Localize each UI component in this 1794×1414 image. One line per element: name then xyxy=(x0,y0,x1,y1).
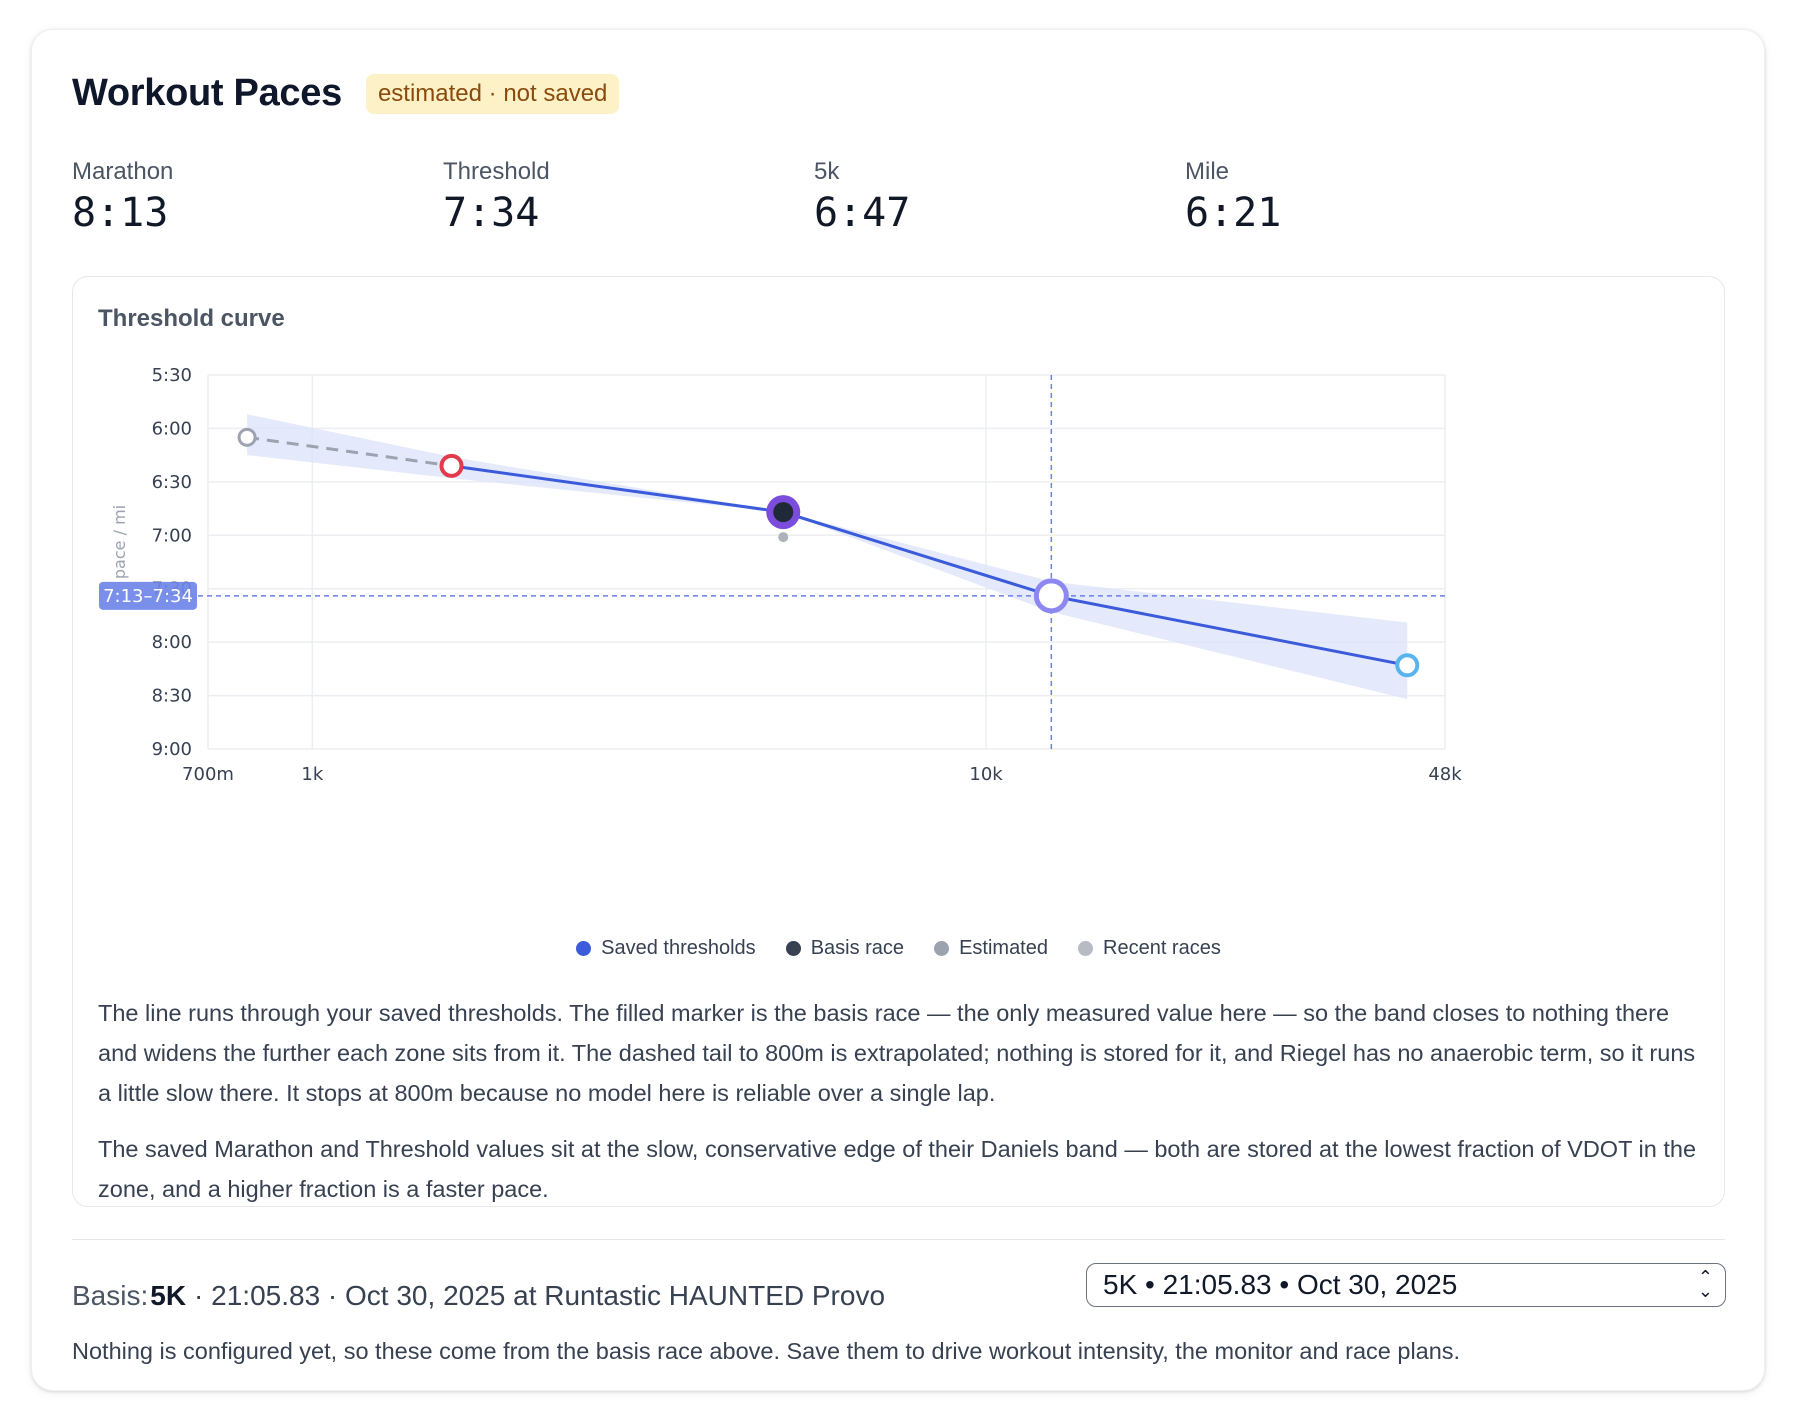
basis-note: Nothing is configured yet, so these come… xyxy=(72,1338,1461,1364)
stat-value: 6:21 xyxy=(1185,190,1282,236)
legend-swatch xyxy=(1078,941,1093,956)
card-header: Workout Paces estimated · not saved xyxy=(72,72,620,115)
uncertainty-band xyxy=(247,414,1408,700)
legend-swatch xyxy=(934,941,950,956)
y-tick-label: 7:00 xyxy=(152,525,192,546)
basis-race-point xyxy=(773,502,794,523)
threshold-chart[interactable]: 5:306:006:307:007:308:008:309:00700m1k10… xyxy=(73,277,1726,937)
basis-select-value: 5K • 21:05.83 • Oct 30, 2025 xyxy=(1103,1269,1458,1300)
chart-note: The saved Marathon and Threshold values … xyxy=(98,1136,1697,1202)
estimated-point xyxy=(237,427,257,447)
chart-title: Threshold curve xyxy=(98,305,285,332)
legend-swatch xyxy=(785,941,801,956)
stat-threshold: Threshold 7:34 xyxy=(443,158,550,236)
legend-item-basis[interactable]: Basis race xyxy=(785,937,905,960)
y-tick-label: 5:30 xyxy=(152,365,192,386)
saved-threshold-point xyxy=(439,453,464,478)
basis-race-select[interactable]: 5K • 21:05.83 • Oct 30, 2025 ⌃ ⌄ xyxy=(1086,1263,1726,1307)
workout-paces-card: Workout Paces estimated · not saved Mara… xyxy=(31,29,1765,1391)
basis-detail: · 21:05.83 · Oct 30, 2025 at Runtastic H… xyxy=(194,1280,886,1311)
y-tick-label: 6:00 xyxy=(152,418,192,439)
x-tick-label: 1k xyxy=(301,764,323,785)
legend-item-estimated[interactable]: Estimated xyxy=(934,937,1048,960)
y-axis-label: pace / mi xyxy=(110,505,129,579)
legend-swatch xyxy=(576,941,592,956)
basis-summary: Basis: 5K · 21:05.83 · Oct 30, 2025 at R… xyxy=(72,1280,885,1312)
chart-explanation: The line runs through your saved thresho… xyxy=(98,1000,1696,1106)
x-tick-label: 48k xyxy=(1428,764,1462,785)
x-tick-label: 700m xyxy=(182,764,234,785)
stat-5k: 5k 6:47 xyxy=(814,158,910,236)
status-badge: estimated · not saved xyxy=(365,73,620,114)
y-tick-label: 8:30 xyxy=(152,686,192,707)
divider xyxy=(72,1239,1725,1240)
legend-item-saved[interactable]: Saved thresholds xyxy=(576,937,756,960)
stat-value: 8:13 xyxy=(72,190,169,236)
stat-label: Threshold xyxy=(443,158,550,185)
stat-mile: Mile 6:21 xyxy=(1185,158,1281,236)
estimated-line xyxy=(246,435,452,468)
stat-label: Mile xyxy=(1185,158,1230,185)
threshold-curve-panel: Threshold curve 5:306:006:307:007:308:00… xyxy=(72,276,1725,1207)
chart-legend: Saved thresholds Basis race Estimated Re… xyxy=(73,937,1724,960)
saved-threshold-line xyxy=(451,464,1408,667)
legend-label: Recent races xyxy=(1103,937,1221,959)
stat-value: 7:34 xyxy=(443,190,540,236)
recent-race-point xyxy=(778,532,789,543)
page-title: Workout Paces xyxy=(72,72,342,114)
y-tick-label: 6:30 xyxy=(152,472,192,493)
pace-stats: Marathon 8:13 Threshold 7:34 5k 6:47 Mil… xyxy=(72,158,1712,248)
basis-label: Basis: xyxy=(72,1280,149,1311)
crosshair-readout-badge xyxy=(99,581,197,610)
legend-label: Saved thresholds xyxy=(601,937,756,959)
saved-threshold-point xyxy=(1395,653,1420,678)
crosshair-readout-label: 7:13–7:34 xyxy=(103,586,193,607)
stat-marathon: Marathon 8:13 xyxy=(72,158,173,236)
stat-value: 6:47 xyxy=(814,190,911,236)
y-tick-label: 8:00 xyxy=(152,632,192,653)
y-tick-label: 9:00 xyxy=(152,739,192,760)
threshold-point xyxy=(1033,578,1069,614)
select-chevron-icon: ⌃ ⌄ xyxy=(1697,1267,1713,1301)
stat-label: Marathon xyxy=(72,158,174,185)
stat-label: 5k xyxy=(814,158,840,185)
legend-label: Estimated xyxy=(959,937,1048,959)
legend-label: Basis race xyxy=(810,937,905,959)
x-tick-label: 10k xyxy=(969,764,1003,785)
legend-item-recent[interactable]: Recent races xyxy=(1078,937,1221,960)
basis-distance: 5K xyxy=(150,1280,187,1311)
